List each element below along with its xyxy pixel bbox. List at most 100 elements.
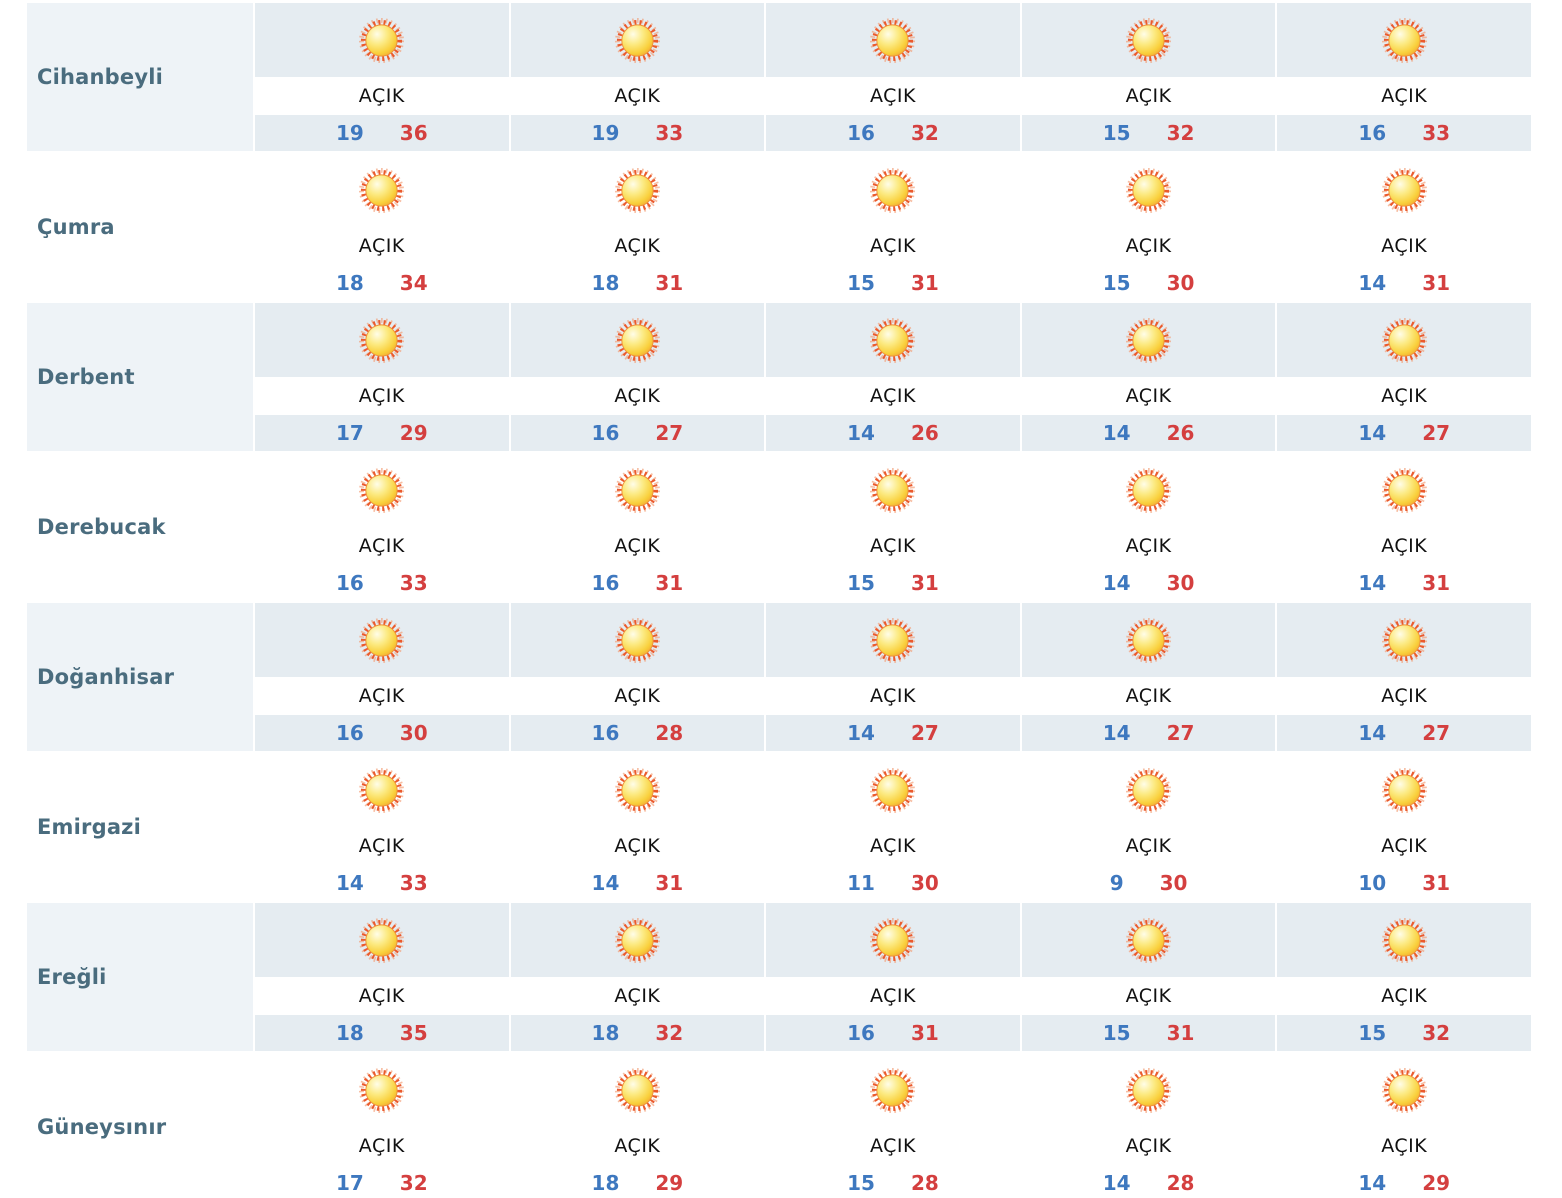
sun-icon	[1381, 767, 1427, 813]
forecast-cell: AÇIK 18 31	[510, 153, 765, 301]
temperature-band: 15 28	[766, 1165, 1020, 1198]
district-name-link[interactable]: Güneysınır	[37, 1115, 167, 1139]
temperature-band: 17 29	[255, 415, 509, 451]
weather-icon-band	[1277, 3, 1531, 77]
condition-label: AÇIK	[1381, 685, 1428, 707]
max-temperature: 29	[655, 1171, 684, 1195]
condition-band: AÇIK	[1277, 377, 1531, 415]
condition-label: AÇIK	[869, 685, 916, 707]
condition-band: AÇIK	[766, 227, 1020, 265]
condition-band: AÇIK	[510, 677, 765, 715]
weather-icon-band	[1021, 3, 1276, 77]
min-temperature: 15	[1102, 271, 1131, 295]
weather-icon-band	[1022, 453, 1276, 527]
forecast-cell: AÇIK 14 26	[766, 303, 1020, 451]
temperature-band: 14 30	[1022, 565, 1276, 601]
min-temperature: 15	[847, 571, 875, 595]
weather-icon-band	[255, 453, 509, 527]
weather-icon-band	[510, 603, 765, 677]
condition-label: AÇIK	[1381, 235, 1428, 257]
min-temperature: 18	[591, 1021, 620, 1045]
temperature-band: 14 31	[1277, 265, 1531, 301]
district-name-link[interactable]: Çumra	[37, 215, 115, 239]
min-temperature: 17	[335, 421, 364, 445]
min-temperature: 11	[847, 871, 875, 895]
sun-icon	[870, 1067, 916, 1113]
condition-band: AÇIK	[510, 227, 765, 265]
district-name-link[interactable]: Emirgazi	[37, 815, 142, 839]
max-temperature: 32	[1422, 1021, 1451, 1045]
weather-icon-band	[511, 453, 765, 527]
weather-icon-band	[766, 753, 1020, 827]
weather-icon-band	[1021, 903, 1276, 977]
condition-band: AÇIK	[1021, 527, 1276, 565]
condition-band: AÇIK	[766, 77, 1020, 115]
district-name-link[interactable]: Derebucak	[37, 515, 166, 539]
temperature-band: 17 32	[255, 1165, 509, 1198]
temperature-band: 15 31	[766, 565, 1020, 601]
max-temperature: 34	[399, 271, 428, 295]
district-name-link[interactable]: Derbent	[27, 303, 253, 451]
min-temperature: 15	[1102, 121, 1131, 145]
max-temperature: 33	[399, 571, 428, 595]
condition-band: AÇIK	[1021, 1127, 1276, 1165]
forecast-cell: AÇIK 10 31	[1277, 753, 1531, 901]
condition-band: AÇIK	[510, 77, 765, 115]
district-row: Ereğli AÇIK 18 35 AÇIK 18	[27, 903, 1531, 1051]
temperature-band: 16 28	[510, 715, 765, 751]
weather-icon-band	[766, 903, 1020, 977]
max-temperature: 36	[399, 121, 428, 145]
condition-band: AÇIK	[766, 1127, 1020, 1165]
condition-label: AÇIK	[1125, 835, 1172, 857]
max-temperature: 30	[1166, 571, 1195, 595]
condition-band: AÇIK	[1277, 1127, 1531, 1165]
forecast-cell: AÇIK 15 28	[766, 1053, 1020, 1198]
temperature-band: 18 34	[255, 265, 509, 301]
weather-icon-band	[255, 303, 509, 377]
forecast-cell: AÇIK 14 27	[1277, 303, 1531, 451]
temperature-band: 15 32	[1021, 115, 1276, 151]
temperature-band: 16 33	[1277, 115, 1531, 151]
temperature-band: 16 31	[766, 1015, 1020, 1051]
condition-band: AÇIK	[1277, 227, 1531, 265]
weather-icon-band	[1021, 303, 1276, 377]
condition-band: AÇIK	[510, 527, 765, 565]
max-temperature: 27	[655, 421, 684, 445]
condition-label: AÇIK	[1125, 535, 1172, 557]
condition-label: AÇIK	[869, 85, 916, 107]
condition-band: AÇIK	[1021, 377, 1276, 415]
condition-band: AÇIK	[1021, 827, 1276, 865]
forecast-cell: AÇIK 16 32	[766, 3, 1020, 151]
sun-icon	[870, 767, 916, 813]
max-temperature: 31	[1166, 1021, 1195, 1045]
forecast-cell: AÇIK 15 31	[766, 453, 1020, 601]
sun-icon	[1381, 467, 1427, 513]
condition-band: AÇIK	[255, 977, 509, 1015]
district-name-link[interactable]: Ereğli	[27, 903, 253, 1051]
condition-band: AÇIK	[766, 827, 1020, 865]
min-temperature: 19	[335, 121, 364, 145]
district-name-link[interactable]: Doğanhisar	[27, 603, 253, 751]
temperature-band: 14 27	[1021, 715, 1276, 751]
condition-band: AÇIK	[255, 827, 509, 865]
condition-band: AÇIK	[766, 377, 1020, 415]
condition-label: AÇIK	[358, 835, 405, 857]
temperature-band: 10 31	[1277, 865, 1531, 901]
weather-icon-band	[1022, 1053, 1276, 1127]
condition-label: AÇIK	[614, 535, 661, 557]
sun-icon	[359, 167, 405, 213]
district-name-link[interactable]: Cihanbeyli	[27, 3, 253, 151]
sun-icon	[614, 17, 660, 63]
temperature-band: 9 30	[1022, 865, 1276, 901]
min-temperature: 19	[591, 121, 620, 145]
sun-icon	[1381, 1067, 1427, 1113]
sun-icon	[614, 617, 660, 663]
temperature-band: 16 32	[766, 115, 1020, 151]
forecast-cell: AÇIK 19 36	[255, 3, 509, 151]
min-temperature: 14	[1102, 421, 1131, 445]
forecast-cell: AÇIK 14 27	[766, 603, 1020, 751]
sun-icon	[1126, 467, 1172, 513]
max-temperature: 32	[910, 121, 939, 145]
weather-icon-band	[766, 453, 1020, 527]
